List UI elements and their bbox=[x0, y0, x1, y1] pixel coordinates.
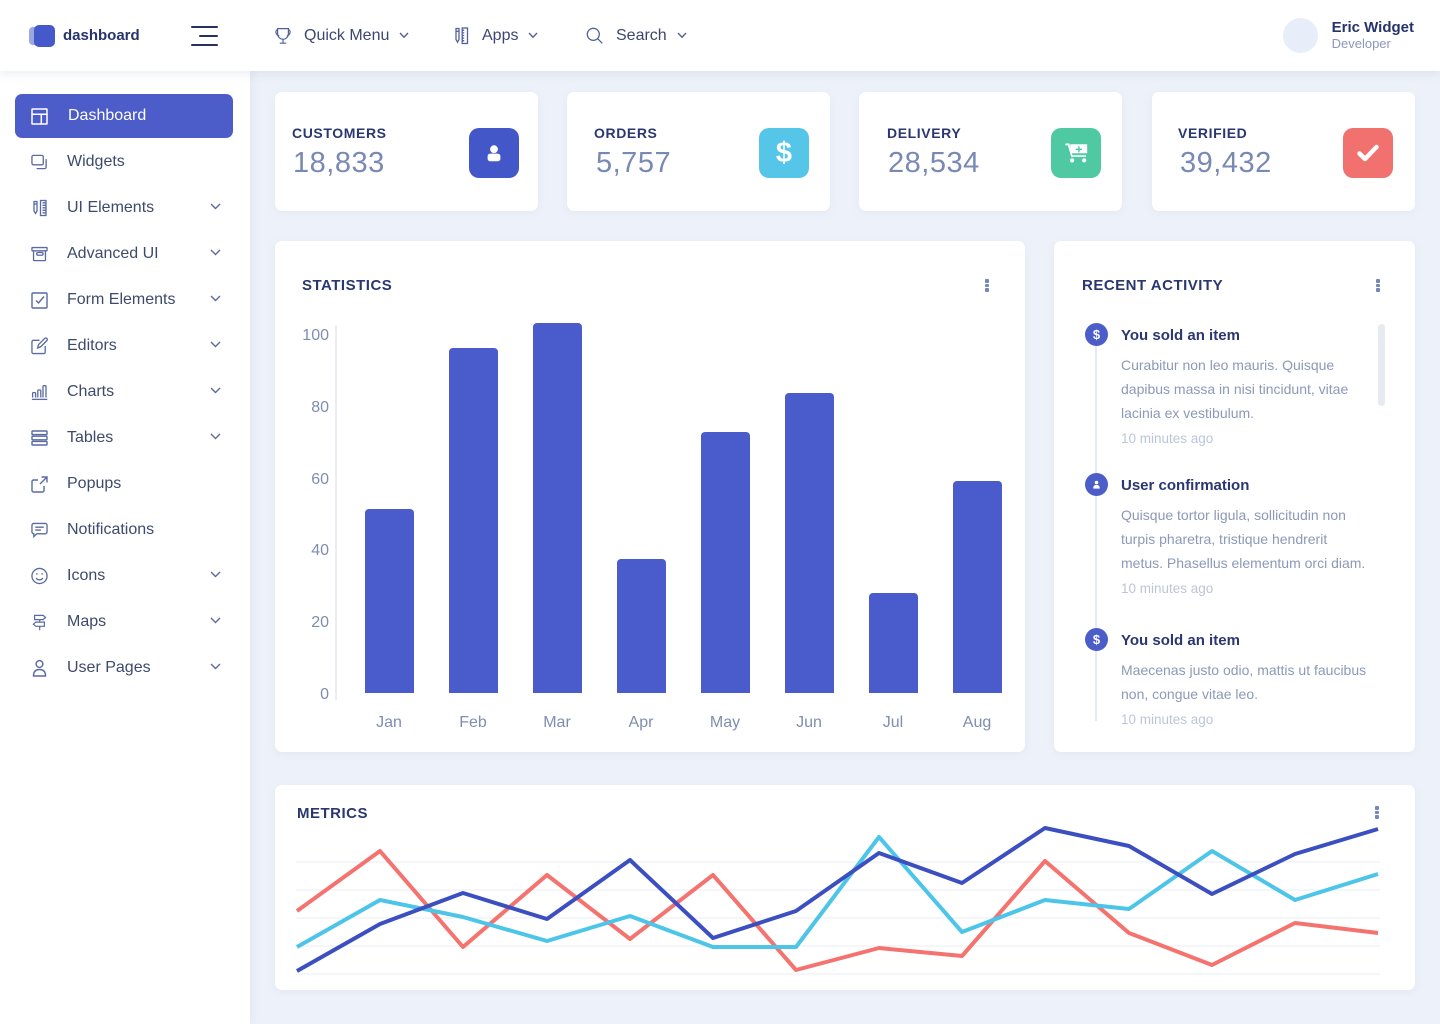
svg-text:100: 100 bbox=[302, 327, 329, 344]
svg-text:40: 40 bbox=[311, 542, 329, 559]
svg-text:Feb: Feb bbox=[459, 714, 487, 731]
svg-text:0: 0 bbox=[320, 686, 329, 703]
svg-text:Jan: Jan bbox=[376, 714, 402, 731]
svg-text:Jul: Jul bbox=[883, 714, 903, 731]
svg-text:20: 20 bbox=[311, 614, 329, 631]
svg-text:80: 80 bbox=[311, 399, 329, 416]
svg-text:60: 60 bbox=[311, 471, 329, 488]
svg-text:Mar: Mar bbox=[543, 714, 571, 731]
svg-text:Jun: Jun bbox=[796, 714, 822, 731]
svg-text:May: May bbox=[710, 714, 740, 731]
svg-text:Apr: Apr bbox=[629, 714, 655, 731]
svg-text:Aug: Aug bbox=[963, 714, 991, 731]
